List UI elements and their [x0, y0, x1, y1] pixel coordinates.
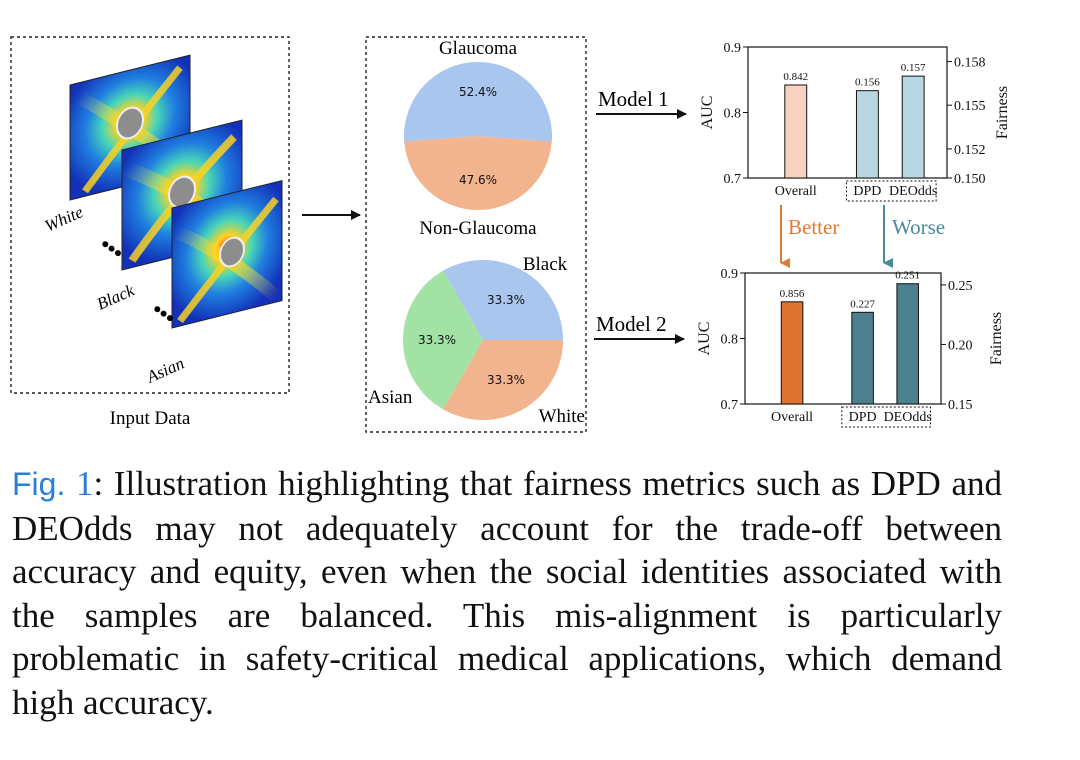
glaucoma-pie-label-glaucoma: 52.4%	[459, 85, 497, 99]
group-label-black: Black	[94, 280, 137, 313]
model2-bar-overall	[780, 301, 804, 405]
model1-xtick-overall: Overall	[775, 184, 817, 199]
model2-ylabel-left: AUC	[696, 322, 713, 356]
model2-right-tick-0.20: 0.20	[948, 338, 973, 353]
model2-bar-dpd	[851, 311, 874, 405]
worse-label: Worse	[892, 215, 945, 239]
caption-fig-number: 1	[76, 464, 94, 503]
input-data-frame	[10, 36, 290, 394]
model2-ylabel-right: Fairness	[988, 312, 1005, 365]
figure-caption: Fig. 1: Illustration highlighting that f…	[12, 462, 1002, 724]
race-pie-label-white: 33.3%	[418, 333, 456, 347]
race-pie-label-asian: 33.3%	[487, 373, 525, 387]
model2-left-tick-0.7: 0.7	[721, 398, 739, 413]
model2-value-dpd: 0.227	[850, 298, 875, 310]
caption-text: : Illustration highlighting that fairnes…	[12, 464, 1003, 722]
model1-bar-deodds	[901, 75, 925, 179]
pie1-bottom-label: Non-Glaucoma	[419, 218, 537, 239]
model1-bar-dpd	[855, 90, 879, 179]
pie1-top-label: Glaucoma	[439, 38, 518, 59]
model1-ylabel-right: Fairness	[994, 86, 1011, 139]
race-pie: 33.3% 33.3% 33.3%	[403, 260, 563, 420]
model1-value-dpd: 0.156	[855, 77, 880, 89]
model2-xtick-overall: Overall	[771, 410, 813, 425]
model1-xtick-deodds: DEOdds	[889, 184, 937, 199]
model1-right-tick-0.158: 0.158	[954, 56, 986, 71]
model2-left-tick-0.8: 0.8	[721, 333, 739, 348]
glaucoma-pie: 52.4% 47.6%	[403, 61, 552, 210]
model1-right-tick-0.155: 0.155	[954, 99, 986, 114]
model1-value-overall: 0.842	[783, 71, 808, 83]
race-pie-label-black: 33.3%	[487, 293, 525, 307]
model1-bar-chart: 0.7 0.8 0.9 0.150 0.152 0.155 0.158 AUC Fairness…	[699, 41, 1011, 202]
pie2-label-white: White	[539, 406, 585, 427]
model1-right-tick-0.150: 0.150	[954, 172, 986, 187]
race-pie-slice-black	[443, 260, 563, 340]
race-pie-slice-white	[403, 270, 483, 410]
model1-bar-overall	[784, 84, 808, 179]
model1-left-tick-0.9: 0.9	[724, 41, 742, 56]
model2-right-tick-0.15: 0.15	[948, 398, 973, 413]
model2-value-overall: 0.856	[780, 288, 805, 300]
caption-fig-label: Fig.	[12, 466, 66, 502]
group-label-asian: Asian	[143, 354, 187, 388]
glaucoma-pie-label-non-glaucoma: 47.6%	[459, 173, 497, 187]
model2-label: Model 2	[596, 312, 667, 336]
model2-bar-deodds	[896, 283, 919, 405]
group-label-white: White	[42, 202, 86, 236]
model2-xtick-deodds: DEOdds	[884, 410, 932, 425]
model2-fairness-metrics-box	[841, 406, 931, 428]
distribution-frame	[365, 36, 587, 433]
glaucoma-pie-slice-non-glaucoma	[404, 136, 552, 210]
model2-xtick-dpd: DPD	[849, 410, 877, 425]
input-data-label: Input Data	[110, 408, 191, 429]
pie2-label-asian: Asian	[368, 387, 413, 408]
pie2-label-black: Black	[523, 254, 568, 275]
model2-value-deodds: 0.251	[895, 270, 920, 282]
model1-right-tick-0.152: 0.152	[954, 143, 986, 158]
oct-heatmap-stack-asian	[171, 179, 283, 329]
model1-value-deodds: 0.157	[901, 62, 926, 74]
race-pie-slice-asian	[443, 340, 563, 420]
model1-left-tick-0.7: 0.7	[724, 172, 742, 187]
model1-xtick-dpd: DPD	[853, 184, 881, 199]
model1-label: Model 1	[598, 87, 669, 111]
better-label: Better	[788, 215, 839, 239]
figure-1: White ••• Black ••• Asian Input Data Gla…	[10, 36, 1011, 433]
glaucoma-pie-slice-glaucoma	[403, 61, 552, 142]
model1-fairness-metrics-box	[845, 180, 937, 202]
model2-right-tick-0.25: 0.25	[948, 279, 973, 294]
model1-left-tick-0.8: 0.8	[724, 107, 742, 122]
model2-left-tick-0.9: 0.9	[721, 267, 739, 282]
model2-bar-chart: 0.7 0.8 0.9 0.15 0.20 0.25 AUC Fairness 0.856 Ove…	[696, 267, 1005, 428]
model1-ylabel-left: AUC	[699, 96, 716, 130]
